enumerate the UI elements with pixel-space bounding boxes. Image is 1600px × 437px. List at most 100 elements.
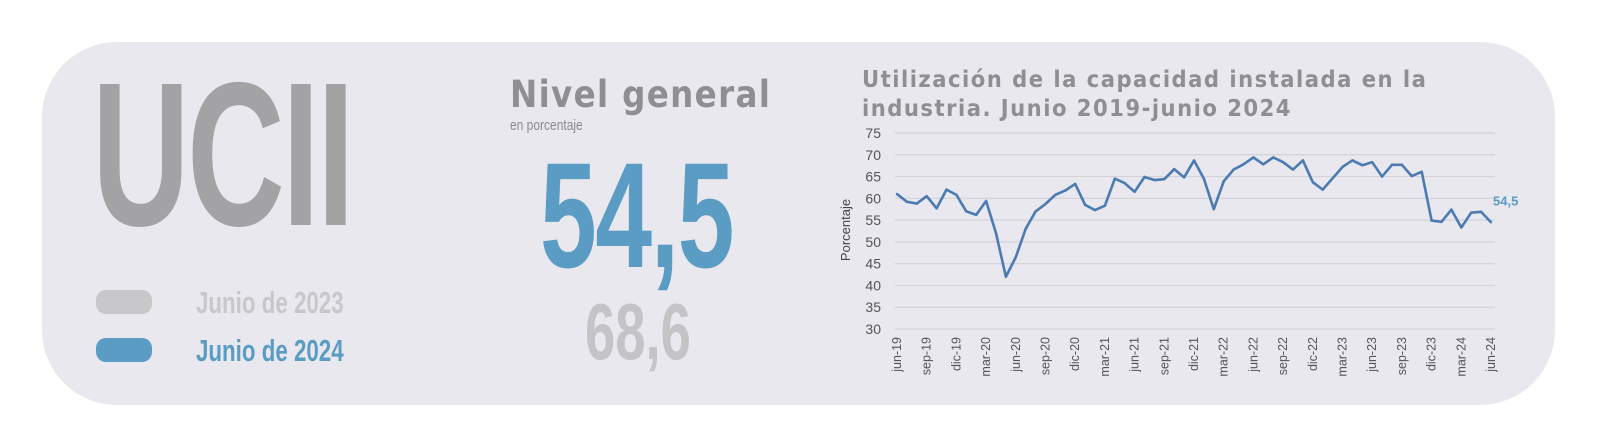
x-tick-label: jun-20 <box>1009 337 1023 373</box>
data-point <box>1182 176 1186 179</box>
legend-swatch-2024 <box>96 338 152 362</box>
x-tick-label: dic-22 <box>1306 337 1320 371</box>
data-point <box>1133 190 1136 193</box>
data-point <box>955 193 958 197</box>
legend-swatch-2023 <box>96 290 152 314</box>
y-axis-label: Porcentaje <box>838 199 853 261</box>
data-point <box>994 231 998 235</box>
data-point <box>1163 177 1166 181</box>
y-tick-label: 50 <box>865 234 881 250</box>
data-point <box>1143 175 1146 179</box>
data-point <box>1103 204 1107 207</box>
data-point <box>1470 211 1473 214</box>
legend-label-2024: Junio de 2024 <box>196 333 344 368</box>
x-tick-label: dic-19 <box>949 337 963 371</box>
x-tick-label: sep-20 <box>1039 337 1053 375</box>
x-tick-label: sep-21 <box>1157 337 1171 375</box>
data-point <box>935 207 938 210</box>
x-tick-label: dic-21 <box>1187 337 1201 371</box>
data-point <box>1331 177 1334 180</box>
x-tick-label: mar-21 <box>1098 337 1112 377</box>
x-tick-label: sep-22 <box>1276 337 1290 375</box>
data-point <box>915 202 918 205</box>
data-point <box>1232 168 1235 171</box>
data-point <box>1371 160 1374 164</box>
data-point <box>925 194 928 198</box>
data-point <box>1044 202 1047 206</box>
current-value: 54,5 <box>540 131 734 299</box>
y-tick-label: 65 <box>865 169 881 185</box>
data-point <box>1083 203 1087 207</box>
data-point <box>1004 275 1008 278</box>
data-point <box>1192 159 1196 162</box>
data-point <box>1321 188 1324 191</box>
data-point <box>1450 208 1453 211</box>
data-point <box>1311 181 1314 184</box>
y-tick-label: 70 <box>865 147 881 163</box>
data-point <box>1173 167 1176 171</box>
headline-subtitle: en porcentaje <box>510 117 583 134</box>
x-tick-label: jun-21 <box>1128 337 1142 373</box>
data-point <box>945 188 948 191</box>
x-tick-label: mar-24 <box>1454 337 1468 377</box>
chart-title-line1: Utilización de la capacidad instalada en… <box>862 67 1428 93</box>
x-tick-label: mar-20 <box>979 337 993 377</box>
last-value-label: 54,5 <box>1493 193 1518 208</box>
x-tick-label: jun-24 <box>1484 337 1498 373</box>
data-point <box>1400 163 1404 166</box>
data-point <box>975 213 978 217</box>
y-tick-label: 60 <box>865 190 881 206</box>
legend-label-2023: Junio de 2023 <box>196 285 344 320</box>
data-point <box>1420 170 1423 173</box>
chart-title-line2: industria. Junio 2019-junio 2024 <box>862 96 1292 122</box>
x-tick-label: jun-19 <box>890 337 904 373</box>
data-point <box>1361 164 1364 167</box>
summary-panel <box>42 42 1555 405</box>
data-point <box>905 200 909 204</box>
data-point <box>1054 193 1057 197</box>
data-point <box>1380 175 1384 178</box>
data-point <box>1479 210 1483 214</box>
headline-title: Nivel general <box>510 73 772 116</box>
x-tick-label: mar-22 <box>1217 337 1231 377</box>
ucii-acronym: UCII <box>92 40 355 269</box>
previous-value: 68,6 <box>585 287 691 376</box>
x-tick-label: sep-23 <box>1395 337 1409 375</box>
line-chart: Porcentaje 30 35 40 45 50 55 60 65 70 75 jun-19 sep… <box>838 125 1518 377</box>
data-point <box>1202 177 1206 180</box>
y-tick-label: 75 <box>865 125 881 141</box>
data-point <box>1390 163 1394 166</box>
data-point <box>1410 174 1413 178</box>
data-point <box>1242 163 1245 166</box>
y-tick-label: 55 <box>865 212 881 228</box>
data-point <box>1281 160 1285 164</box>
x-tick-label: jun-23 <box>1365 337 1379 373</box>
data-point <box>1351 159 1354 162</box>
data-point <box>1113 177 1116 180</box>
data-point <box>895 192 899 196</box>
data-point <box>1014 255 1017 259</box>
x-tick-label: dic-23 <box>1425 337 1439 371</box>
x-tick-label: sep-19 <box>920 337 934 375</box>
data-point <box>1034 210 1037 213</box>
data-point <box>1093 208 1097 212</box>
data-point <box>1460 226 1463 229</box>
series-line <box>896 156 1492 279</box>
data-point <box>1222 180 1225 183</box>
data-point <box>965 210 968 213</box>
y-tick-label: 45 <box>865 256 881 272</box>
chart-title: Utilización de la capacidad instalada en… <box>862 66 1524 124</box>
data-point <box>1430 219 1433 222</box>
data-point <box>1272 156 1275 159</box>
data-point <box>1440 220 1443 224</box>
data-point <box>984 199 988 203</box>
data-point <box>1024 227 1027 231</box>
x-tick-label: dic-20 <box>1068 337 1082 371</box>
x-tick-label: mar-23 <box>1336 337 1350 377</box>
y-tick-label: 35 <box>865 299 881 315</box>
y-tick-label: 40 <box>865 277 881 293</box>
data-point <box>1212 208 1215 211</box>
x-tick-label: jun-22 <box>1246 337 1260 373</box>
data-point <box>1153 178 1156 182</box>
data-point <box>1262 163 1265 166</box>
